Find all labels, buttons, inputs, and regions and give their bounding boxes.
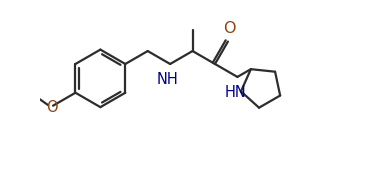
Text: O: O <box>223 21 236 36</box>
Text: O: O <box>46 100 58 115</box>
Text: HN: HN <box>225 85 247 100</box>
Text: NH: NH <box>156 72 178 87</box>
